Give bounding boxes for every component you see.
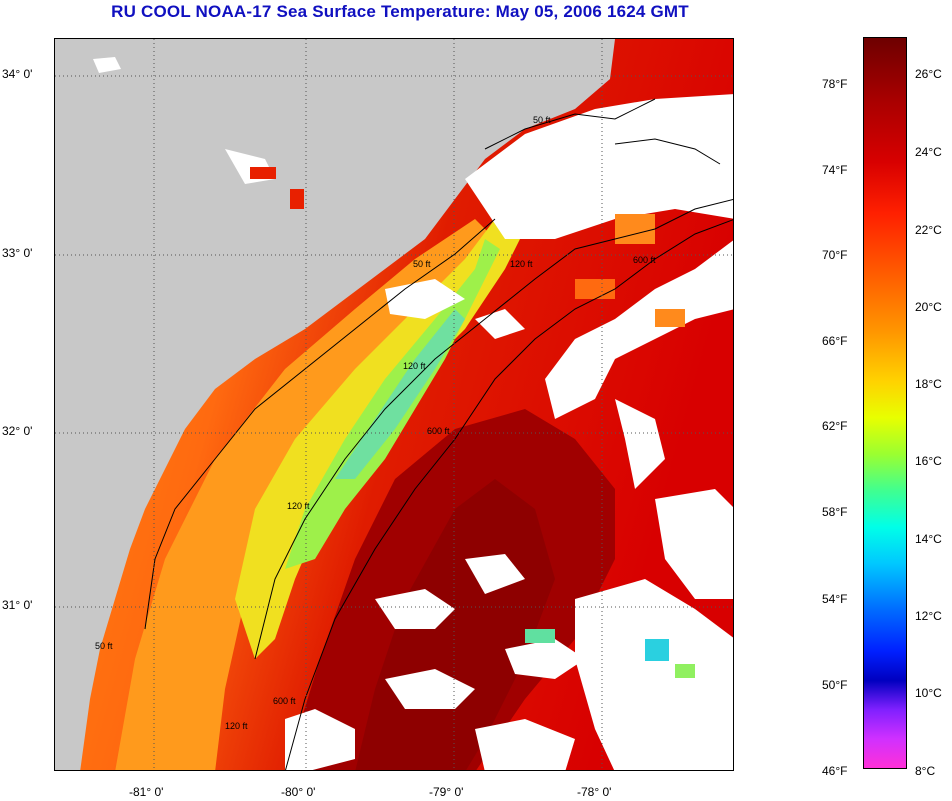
colorbar-f-label: 58°F bbox=[822, 505, 848, 519]
contour-label: 50 ft bbox=[533, 115, 551, 125]
colorbar-c-label: 8°C bbox=[915, 764, 936, 778]
colorbar-c-label: 20°C bbox=[915, 300, 942, 314]
lon-label-78: -78° 0' bbox=[577, 785, 612, 799]
colorbar-c-label: 22°C bbox=[915, 223, 942, 237]
colorbar-c-label: 26°C bbox=[915, 67, 942, 81]
lat-label-33: 33° 0' bbox=[2, 246, 33, 260]
cloud-mask bbox=[285, 94, 733, 770]
contour-label: 600 ft bbox=[633, 255, 656, 265]
land-warm-pixel bbox=[290, 189, 304, 209]
contour-label: 50 ft bbox=[413, 259, 431, 269]
colorbar-f-label: 62°F bbox=[822, 419, 848, 433]
bathymetry-contours bbox=[144, 98, 733, 770]
temperature-colorbar bbox=[863, 37, 907, 769]
lon-label-81: -81° 0' bbox=[129, 785, 164, 799]
contour-label: 600 ft bbox=[427, 426, 450, 436]
land-mass bbox=[55, 39, 615, 770]
colorbar-c-label: 12°C bbox=[915, 609, 942, 623]
contour-label: 120 ft bbox=[287, 501, 310, 511]
land-lake-patch bbox=[93, 57, 121, 73]
colorbar-c-label: 24°C bbox=[915, 145, 942, 159]
contour-label: 120 ft bbox=[225, 721, 248, 731]
lon-label-79: -79° 0' bbox=[429, 785, 464, 799]
colorbar-f-label: 66°F bbox=[822, 334, 848, 348]
contour-label: 600 ft bbox=[273, 696, 296, 706]
colorbar-c-label: 16°C bbox=[915, 454, 942, 468]
lat-label-31: 31° 0' bbox=[2, 598, 33, 612]
colorbar-c-label: 10°C bbox=[915, 686, 942, 700]
colorbar-f-label: 46°F bbox=[822, 764, 848, 778]
cloud-edge-spots bbox=[525, 214, 695, 678]
colorbar-f-label: 74°F bbox=[822, 163, 848, 177]
colorbar-c-label: 18°C bbox=[915, 377, 942, 391]
sst-map: 50 ft 120 ft 600 ft 50 ft 120 ft 600 ft … bbox=[54, 38, 734, 771]
shelf-warm-band bbox=[115, 219, 495, 770]
colorbar-f-label: 54°F bbox=[822, 592, 848, 606]
colorbar-f-label: 70°F bbox=[822, 248, 848, 262]
graticule bbox=[55, 39, 733, 770]
contour-label: 120 ft bbox=[403, 361, 426, 371]
colorbar-f-label: 50°F bbox=[822, 678, 848, 692]
contour-label: 50 ft bbox=[95, 641, 113, 651]
lat-label-34: 34° 0' bbox=[2, 67, 33, 81]
colorbar-c-label: 14°C bbox=[915, 532, 942, 546]
contour-label: 120 ft bbox=[510, 259, 533, 269]
lon-label-80: -80° 0' bbox=[281, 785, 316, 799]
land-warm-pixel bbox=[250, 167, 276, 179]
lat-label-32: 32° 0' bbox=[2, 424, 33, 438]
contour-label-group: 50 ft 120 ft 600 ft 50 ft 120 ft 600 ft … bbox=[95, 115, 656, 731]
map-title: RU COOL NOAA-17 Sea Surface Temperature:… bbox=[111, 2, 689, 21]
colorbar-f-label: 78°F bbox=[822, 77, 848, 91]
